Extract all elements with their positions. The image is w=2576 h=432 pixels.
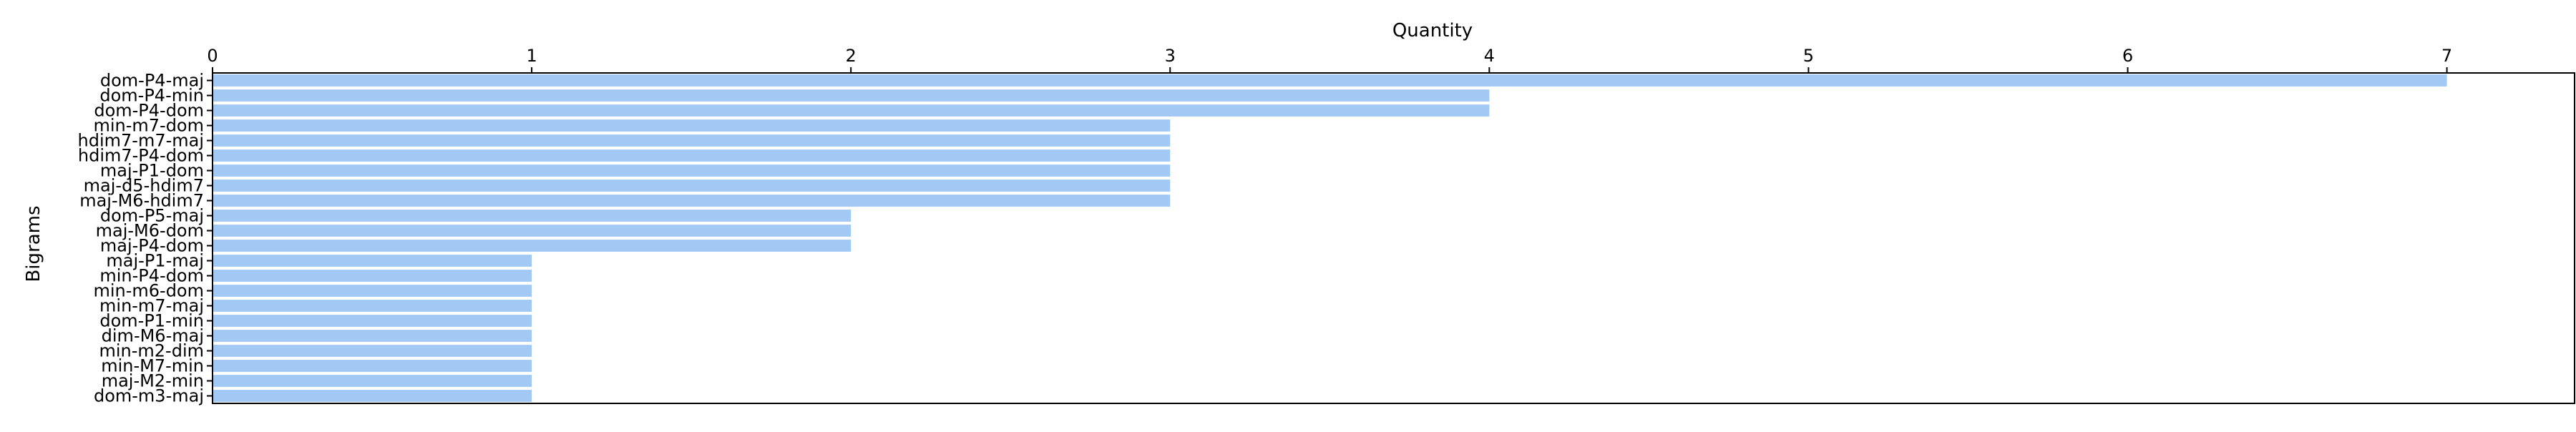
- x-tick-label: 0: [207, 46, 218, 66]
- y-tick-label: min-m7-maj: [99, 296, 204, 316]
- x-axis-label: Quantity: [1392, 20, 1473, 41]
- y-tick-label: dom-P4-min: [99, 86, 204, 106]
- bar-min-m2-dim: [213, 345, 532, 357]
- y-tick-label: min-m2-dim: [99, 341, 204, 361]
- y-tick-label: dom-P1-min: [99, 311, 204, 331]
- x-ticks-group: 0 1 2 3 4 5 6 7: [207, 46, 2452, 73]
- bar-dom-P4-maj: [213, 74, 2447, 87]
- bar-dim-M6-maj: [213, 330, 532, 342]
- bar-dom-P4-dom: [213, 104, 1490, 117]
- y-tick-label: min-P4-dom: [99, 266, 204, 286]
- x-tick-label: 7: [2441, 46, 2452, 66]
- y-tick-label: hdim7-m7-maj: [78, 131, 204, 151]
- y-tick-label: maj-P1-dom: [100, 161, 204, 181]
- x-tick-label: 5: [1803, 46, 1814, 66]
- x-tick-label: 4: [1484, 46, 1495, 66]
- bar-min-m7-maj: [213, 300, 532, 312]
- y-tick-label: maj-P1-maj: [106, 251, 204, 271]
- y-tick-label: hdim7-P4-dom: [78, 146, 204, 166]
- x-tick-label: 2: [846, 46, 857, 66]
- bar-dom-P5-maj: [213, 210, 852, 222]
- x-tick-label: 3: [1165, 46, 1176, 66]
- y-tick-label: maj-M6-hdim7: [79, 191, 204, 211]
- bar-maj-P4-dom: [213, 240, 852, 252]
- bar-maj-M6-dom: [213, 225, 852, 237]
- y-tick-label: maj-M2-min: [102, 371, 204, 391]
- bar-min-m7-dom: [213, 119, 1171, 132]
- y-tick-label: dom-P4-maj: [100, 71, 204, 91]
- bar-min-M7-min: [213, 360, 532, 372]
- bar-hdim7-m7-maj: [213, 134, 1171, 147]
- x-tick-label: 1: [526, 46, 537, 66]
- bar-min-P4-dom: [213, 270, 532, 282]
- y-tick-label: maj-d5-hdim7: [84, 176, 204, 196]
- bar-dom-m3-maj: [213, 390, 532, 402]
- bar-min-m6-dom: [213, 285, 532, 297]
- bar-maj-M2-min: [213, 375, 532, 387]
- y-tick-label: min-M7-min: [101, 356, 204, 376]
- plot-frame: [212, 72, 2575, 404]
- x-tick-label: 6: [2122, 46, 2133, 66]
- y-tick-label: dom-m3-maj: [94, 386, 204, 406]
- y-ticks-group: dom-P4-majdom-P4-mindom-P4-dommin-m7-dom…: [78, 71, 213, 406]
- bar-dom-P4-min: [213, 89, 1490, 102]
- bar-dom-P1-min: [213, 315, 532, 327]
- y-tick-label: min-m7-dom: [93, 116, 204, 136]
- bar-hdim7-P4-dom: [213, 149, 1171, 162]
- y-tick-label: dim-M6-maj: [102, 326, 204, 346]
- y-tick-label: dom-P5-maj: [100, 206, 204, 226]
- y-tick-label: maj-M6-dom: [96, 221, 204, 241]
- y-tick-label: dom-P4-dom: [94, 101, 204, 121]
- bar-maj-P1-dom: [213, 165, 1171, 177]
- bars-group: [213, 74, 2447, 402]
- bar-maj-P1-maj: [213, 255, 532, 267]
- bar-maj-M6-hdim7: [213, 195, 1171, 207]
- bar-maj-d5-hdim7: [213, 180, 1171, 192]
- y-tick-label: min-m6-dom: [93, 281, 204, 301]
- y-axis-label: Bigrams: [23, 205, 44, 282]
- y-tick-label: maj-P4-dom: [100, 236, 204, 256]
